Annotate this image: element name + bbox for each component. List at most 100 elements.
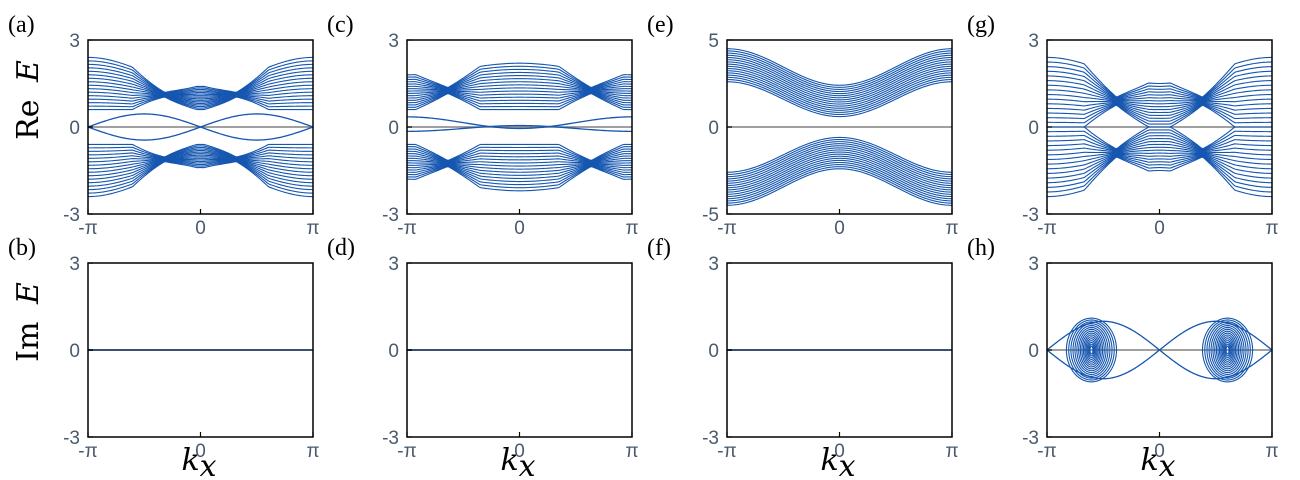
band-line <box>407 163 632 173</box>
x-axis-label-subscript: x <box>200 449 217 480</box>
band-line <box>88 70 313 95</box>
panel-a: (a) 3 0 -3-π 0 π <box>8 12 320 239</box>
band-line <box>727 136 952 173</box>
band-line <box>727 65 952 103</box>
band-line <box>727 81 952 118</box>
row-label-re-e: Re E <box>11 60 46 140</box>
y-tick-label: -3 <box>63 428 80 449</box>
x-axis-label-symbol: k <box>181 443 199 478</box>
band-line <box>88 143 313 158</box>
band-line <box>1047 61 1272 98</box>
x-tick-label: 0 <box>195 218 206 239</box>
band-line <box>407 162 632 170</box>
band-line <box>407 146 632 162</box>
x-tick-label: π <box>306 218 319 239</box>
loop-band-line <box>1078 328 1105 372</box>
panel-label-b: (b) <box>8 235 36 261</box>
x-axis-label-subscript: x <box>1159 449 1176 480</box>
band-line <box>1047 140 1272 153</box>
loop-band-line <box>1220 336 1235 364</box>
band-line <box>727 166 952 204</box>
y-tick-label: 0 <box>708 341 719 362</box>
band-line <box>1047 135 1272 152</box>
y-tick-label: -3 <box>1022 205 1039 226</box>
band-line <box>407 92 632 106</box>
loop-band-line <box>1201 317 1254 383</box>
band-line <box>1047 152 1272 170</box>
svg-text:kx: kx <box>181 443 216 480</box>
band-line <box>727 161 952 200</box>
band-line <box>1047 154 1272 184</box>
band-line <box>88 84 313 100</box>
loop-band-line <box>1210 325 1245 375</box>
band-line <box>407 62 632 88</box>
band-line <box>407 65 632 89</box>
y-tick-label: -3 <box>1022 428 1039 449</box>
band-line <box>407 91 632 104</box>
band-line <box>727 54 952 93</box>
panel-label-e: (e) <box>647 12 674 38</box>
band-line <box>727 72 952 109</box>
row-label-re-prefix: Re <box>11 100 46 140</box>
x-axis-label-symbol: k <box>500 443 518 478</box>
y-tick-label: 0 <box>1028 341 1039 362</box>
loop-band-line <box>1081 332 1102 368</box>
panels: (a)30-3-π 0 π(b)30-3-π 0 π(c)30-3-π 0 π(d)30-3… <box>8 12 1279 462</box>
x-tick-label: 0 <box>834 218 845 239</box>
band-line <box>727 67 952 105</box>
loop-band-line <box>1214 328 1241 372</box>
band-line <box>1047 66 1272 99</box>
x-tick-label: 0 <box>514 218 525 239</box>
loop-band-line <box>1084 336 1099 364</box>
panel-f: (f) 3 0 -3-π 0 π <box>647 235 959 462</box>
band-line <box>88 151 313 163</box>
y-tick-label: 0 <box>388 341 399 362</box>
band-line <box>727 79 952 116</box>
band-line <box>407 148 632 162</box>
band-line <box>407 87 632 94</box>
band-line <box>1047 56 1272 98</box>
band-line <box>407 164 632 183</box>
band-line <box>1047 84 1272 102</box>
loop-band-line <box>1215 330 1240 370</box>
loop-band-line <box>1068 319 1115 381</box>
band-line <box>88 158 313 180</box>
loop-band-line <box>1086 340 1097 360</box>
band-line <box>407 78 632 91</box>
edge-state-lower <box>1047 320 1272 380</box>
band-line <box>727 56 952 95</box>
panel-c: (c) 3 0 -3-π 0 π <box>327 12 639 239</box>
band-line <box>88 154 313 170</box>
band-line <box>407 90 632 99</box>
x-tick-label: -π <box>78 441 97 462</box>
x-tick-label: 0 <box>195 441 206 462</box>
band-line <box>727 50 952 88</box>
panel-b: (b) 3 0 -3-π 0 π <box>8 235 320 462</box>
band-line <box>88 156 313 173</box>
x-tick-label: 0 <box>514 441 525 462</box>
band-line <box>727 168 952 206</box>
y-tick-label: 3 <box>388 254 399 275</box>
x-tick-label: -π <box>397 218 416 239</box>
panel-d: (d) 3 0 -3-π 0 π <box>327 235 639 462</box>
band-line <box>727 76 952 113</box>
loop-band-line <box>1222 340 1233 360</box>
loop-band-line <box>1076 326 1107 374</box>
y-tick-label: 3 <box>69 254 80 275</box>
band-line <box>727 151 952 189</box>
band-line <box>88 148 313 159</box>
band-line <box>727 155 952 193</box>
band-line <box>88 60 313 94</box>
band-line <box>727 147 952 184</box>
y-tick-label: 5 <box>708 31 719 52</box>
band-line <box>88 67 313 94</box>
band-line <box>1047 89 1272 105</box>
band-line <box>727 138 952 175</box>
band-line <box>1047 98 1272 111</box>
y-tick-label: 3 <box>69 31 80 52</box>
band-line <box>1047 149 1272 165</box>
loop-band-line <box>1070 321 1113 379</box>
band-line <box>88 150 313 159</box>
panel-label-c: (c) <box>327 12 354 38</box>
